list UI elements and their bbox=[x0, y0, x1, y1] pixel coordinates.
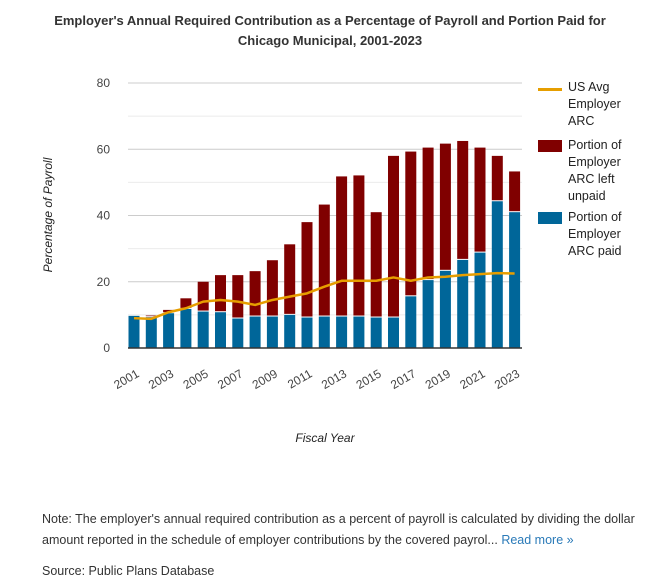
bar-paid-2004 bbox=[180, 308, 192, 348]
bar-unpaid-2016 bbox=[388, 155, 399, 317]
bar-paid-2011 bbox=[301, 317, 313, 348]
bar-unpaid-2012 bbox=[318, 204, 330, 316]
bar-paid-2018 bbox=[422, 280, 434, 348]
bar-unpaid-2023 bbox=[509, 171, 521, 212]
note-text: Note: The employer's annual required con… bbox=[42, 512, 635, 547]
legend-label[interactable]: Portion of Employer ARC paid bbox=[568, 210, 622, 258]
bar-unpaid-2002 bbox=[145, 315, 157, 317]
bar-paid-2013 bbox=[336, 316, 348, 348]
read-more-link[interactable]: Read more » bbox=[501, 533, 574, 547]
bar-unpaid-2018 bbox=[422, 147, 434, 280]
y-tick-label: 0 bbox=[103, 341, 110, 355]
bar-paid-2021 bbox=[474, 252, 486, 348]
x-tick-label: 2015 bbox=[354, 366, 384, 392]
source: Source: Public Plans Database bbox=[42, 564, 215, 578]
bar-unpaid-2009 bbox=[266, 260, 278, 316]
legend-label[interactable]: US Avg Employer ARC bbox=[568, 80, 621, 128]
bar-paid-2003 bbox=[163, 313, 175, 348]
bar-paid-2023 bbox=[509, 212, 521, 348]
bar-paid-2002 bbox=[145, 317, 157, 348]
bar-paid-2019 bbox=[439, 270, 451, 348]
x-tick-label: 2009 bbox=[250, 366, 280, 392]
y-tick-label: 60 bbox=[97, 142, 111, 156]
bar-unpaid-2010 bbox=[284, 244, 296, 314]
x-tick-label: 2017 bbox=[388, 366, 418, 392]
bar-paid-2007 bbox=[232, 318, 244, 348]
bar-unpaid-2004 bbox=[180, 298, 192, 308]
us-avg-line bbox=[133, 271, 515, 321]
bar-paid-2017 bbox=[405, 296, 417, 348]
bar-unpaid-2006 bbox=[215, 275, 226, 312]
bar-paid-2020 bbox=[457, 259, 469, 348]
bar-unpaid-2022 bbox=[491, 155, 503, 201]
x-tick-label: 2011 bbox=[285, 366, 315, 391]
bar-paid-2012 bbox=[318, 316, 330, 348]
bar-unpaid-2014 bbox=[353, 175, 365, 316]
bar-paid-2008 bbox=[249, 316, 261, 348]
x-tick-label: 2023 bbox=[492, 366, 522, 392]
y-axis-label: Percentage of Payroll bbox=[41, 157, 55, 272]
chart-title: Employer's Annual Required Contribution … bbox=[54, 13, 606, 48]
legend-swatch bbox=[538, 140, 562, 152]
legend-swatch bbox=[538, 88, 562, 91]
bar-unpaid-2013 bbox=[336, 176, 348, 316]
y-tick-label: 80 bbox=[97, 76, 111, 90]
bar-paid-2010 bbox=[284, 314, 296, 348]
x-tick-label: 2007 bbox=[215, 366, 245, 392]
bar-unpaid-2019 bbox=[439, 143, 451, 270]
x-tick-label: 2001 bbox=[111, 366, 141, 392]
note: Note: The employer's annual required con… bbox=[42, 509, 652, 551]
x-tick-label: 2005 bbox=[181, 366, 211, 392]
bar-unpaid-2008 bbox=[249, 271, 261, 316]
x-tick-label: 2021 bbox=[457, 366, 487, 392]
bar-paid-2022 bbox=[491, 201, 503, 348]
bar-paid-2009 bbox=[266, 316, 278, 348]
bar-paid-2015 bbox=[370, 317, 382, 348]
bar-unpaid-2005 bbox=[197, 281, 209, 311]
bar-unpaid-2020 bbox=[457, 140, 469, 259]
bar-unpaid-2007 bbox=[232, 275, 244, 318]
bar-unpaid-2011 bbox=[301, 222, 313, 317]
bar-unpaid-2021 bbox=[474, 147, 486, 252]
x-tick-label: 2003 bbox=[146, 366, 176, 392]
legend-swatch bbox=[538, 212, 562, 224]
x-tick-label: 2019 bbox=[423, 366, 453, 392]
bar-paid-2005 bbox=[197, 311, 209, 348]
bar-unpaid-2017 bbox=[405, 151, 417, 296]
y-tick-label: 40 bbox=[97, 209, 111, 223]
bar-unpaid-2015 bbox=[370, 212, 382, 317]
x-axis-label: Fiscal Year bbox=[295, 431, 355, 445]
bar-paid-2006 bbox=[215, 312, 226, 348]
legend-label[interactable]: Portion of Employer ARC left unpaid bbox=[568, 138, 622, 203]
bar-paid-2001 bbox=[128, 315, 140, 348]
x-tick-label: 2013 bbox=[319, 366, 349, 392]
bar-paid-2014 bbox=[353, 316, 365, 348]
y-tick-label: 20 bbox=[97, 275, 111, 289]
bar-paid-2016 bbox=[388, 317, 399, 348]
